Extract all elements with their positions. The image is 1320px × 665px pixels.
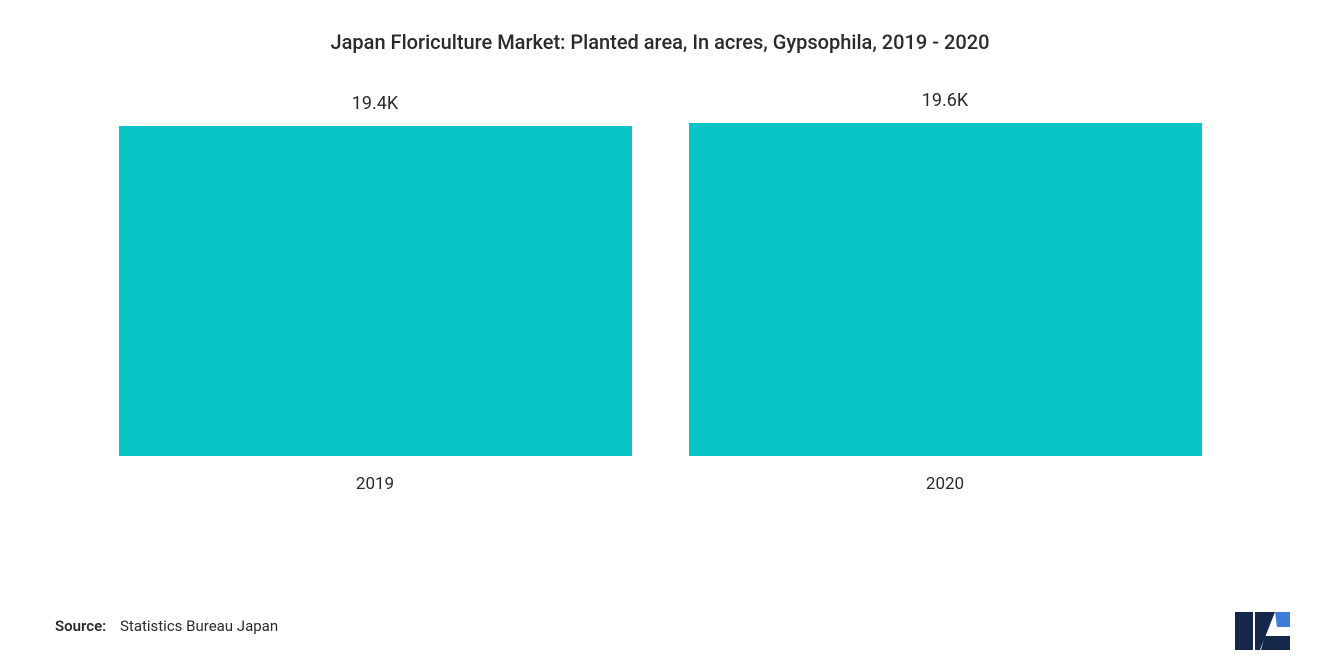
source-prefix: Source: xyxy=(55,617,106,635)
bar-group-2019: 19.4K 2019 xyxy=(119,93,632,494)
bar-category-label: 2020 xyxy=(926,474,964,494)
brand-logo-icon xyxy=(1235,612,1290,650)
source-value: Statistics Bureau Japan xyxy=(120,617,278,635)
chart-container: Japan Floriculture Market: Planted area,… xyxy=(0,0,1320,665)
bar-value-label: 19.4K xyxy=(352,93,398,114)
bar-2019 xyxy=(119,126,632,456)
chart-title: Japan Floriculture Market: Planted area,… xyxy=(50,30,1270,54)
bars-area: 19.4K 2019 19.6K 2020 xyxy=(50,124,1270,494)
bar-category-label: 2019 xyxy=(356,474,394,494)
bar-2020 xyxy=(689,123,1202,456)
bar-group-2020: 19.6K 2020 xyxy=(689,90,1202,494)
bar-value-label: 19.6K xyxy=(922,90,968,111)
source-line: Source: Statistics Bureau Japan xyxy=(55,617,278,635)
